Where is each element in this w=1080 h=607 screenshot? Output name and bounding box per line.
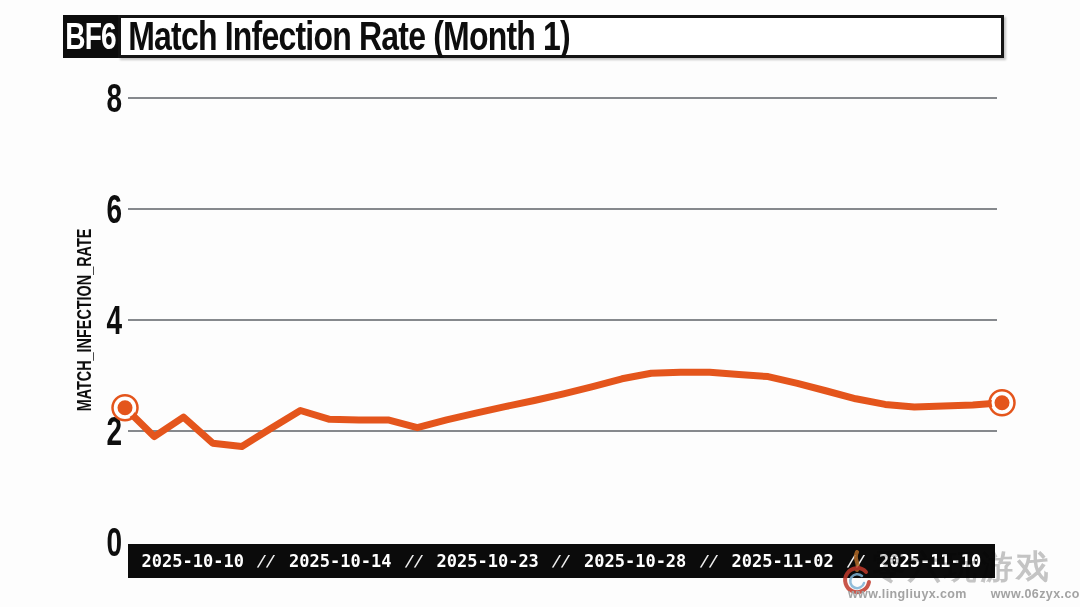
line-chart-plot bbox=[0, 0, 1080, 607]
x-tick-label-2025-11-02: 2025-11-02 bbox=[731, 550, 833, 572]
x-tick-separator: // bbox=[256, 552, 277, 570]
watermark-url-left: www.lingliuyx.com bbox=[848, 587, 967, 601]
endpoint-marker-dot bbox=[995, 395, 1010, 410]
page-title: Match Infection Rate (Month 1) bbox=[121, 14, 570, 59]
watermark-url-right: www.06zyx.com bbox=[991, 587, 1080, 601]
title-box: Match Infection Rate (Month 1) bbox=[118, 15, 1004, 58]
endpoint-marker-dot bbox=[118, 400, 133, 415]
watermark-urls: www.lingliuyx.com www.06zyx.com bbox=[848, 587, 1080, 601]
watermark-text: 零六玩游戏 bbox=[872, 545, 1052, 590]
bf6-badge-label: BF6 bbox=[65, 16, 116, 58]
x-tick-separator: // bbox=[699, 552, 720, 570]
chart-page: BF6 Match Infection Rate (Month 1) MATCH… bbox=[0, 0, 1080, 607]
x-tick-separator: // bbox=[551, 552, 572, 570]
bf6-badge: BF6 bbox=[63, 15, 118, 58]
x-tick-label-2025-10-23: 2025-10-23 bbox=[437, 550, 539, 572]
x-tick-label-2025-10-14: 2025-10-14 bbox=[289, 550, 391, 572]
x-tick-label-2025-10-28: 2025-10-28 bbox=[584, 550, 686, 572]
x-tick-separator: // bbox=[404, 552, 425, 570]
series-line-match_infection_rate bbox=[125, 372, 1002, 446]
x-tick-label-2025-10-10: 2025-10-10 bbox=[142, 550, 244, 572]
